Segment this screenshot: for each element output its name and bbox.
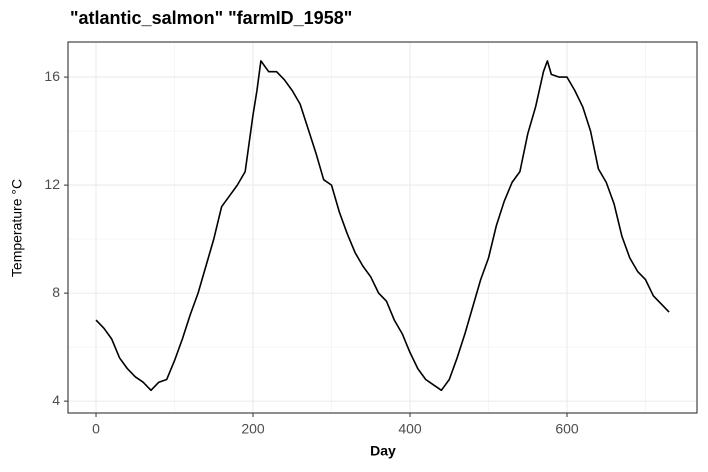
x-tick-label: 200 <box>241 421 265 437</box>
y-tick-label: 8 <box>52 284 60 300</box>
data-line <box>95 60 670 392</box>
chart-title: "atlantic_salmon" "farmID_1958" <box>70 8 352 28</box>
y-tick-label: 4 <box>52 392 60 408</box>
x-axis-label: Day <box>370 443 396 459</box>
panel-border <box>67 41 698 414</box>
y-axis-label: Temperature °C <box>9 179 25 277</box>
x-tick-label: 400 <box>398 421 422 437</box>
y-tick-label: 12 <box>44 176 60 192</box>
y-tick-label: 16 <box>44 68 60 84</box>
x-tick-label: 600 <box>555 421 579 437</box>
x-tick-label: 0 <box>92 421 100 437</box>
